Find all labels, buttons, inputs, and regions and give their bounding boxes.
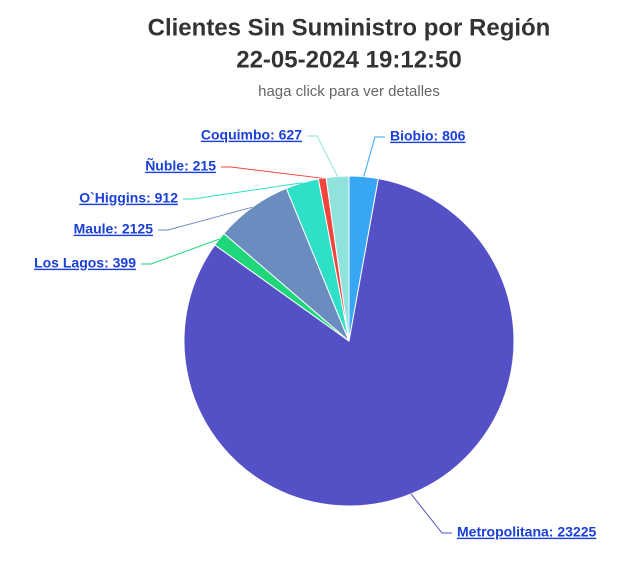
leader-line	[158, 206, 253, 231]
data-label[interactable]: Coquimbo: 627	[201, 127, 302, 143]
chart-title: Clientes Sin Suministro por Región	[148, 14, 551, 41]
data-label[interactable]: Biobio: 806	[390, 128, 466, 144]
leader-line	[363, 136, 385, 177]
data-label[interactable]: O`Higgins: 912	[79, 190, 178, 206]
data-label[interactable]: Los Lagos: 399	[34, 255, 136, 271]
leader-line	[183, 182, 303, 200]
leader-line	[410, 493, 452, 534]
data-label[interactable]: Ñuble: 215	[145, 157, 216, 174]
leader-line	[221, 166, 323, 179]
chart-title: 22-05-2024 19:12:50	[236, 46, 462, 73]
leader-line	[307, 135, 338, 177]
data-label[interactable]: Maule: 2125	[74, 221, 154, 237]
chart-subtitle: haga click para ver detalles	[258, 83, 440, 100]
data-label[interactable]: Metropolitana: 23225	[457, 524, 596, 540]
leader-line	[141, 238, 220, 265]
